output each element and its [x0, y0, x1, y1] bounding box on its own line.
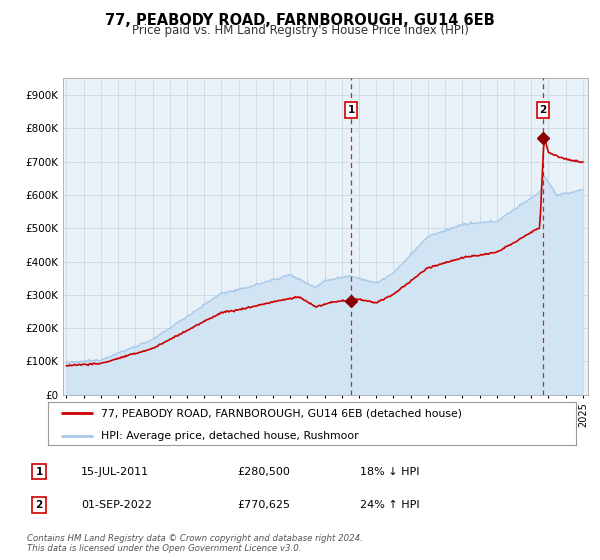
Text: 77, PEABODY ROAD, FARNBOROUGH, GU14 6EB (detached house): 77, PEABODY ROAD, FARNBOROUGH, GU14 6EB … — [101, 408, 462, 418]
Text: 1: 1 — [35, 466, 43, 477]
Text: Price paid vs. HM Land Registry's House Price Index (HPI): Price paid vs. HM Land Registry's House … — [131, 24, 469, 36]
Text: 15-JUL-2011: 15-JUL-2011 — [81, 466, 149, 477]
Text: 01-SEP-2022: 01-SEP-2022 — [81, 500, 152, 510]
Text: 2: 2 — [539, 105, 547, 115]
Text: HPI: Average price, detached house, Rushmoor: HPI: Average price, detached house, Rush… — [101, 431, 358, 441]
Text: 24% ↑ HPI: 24% ↑ HPI — [360, 500, 419, 510]
Text: Contains HM Land Registry data © Crown copyright and database right 2024.
This d: Contains HM Land Registry data © Crown c… — [27, 534, 363, 553]
Text: 2: 2 — [35, 500, 43, 510]
Text: £770,625: £770,625 — [237, 500, 290, 510]
Text: £280,500: £280,500 — [237, 466, 290, 477]
Text: 18% ↓ HPI: 18% ↓ HPI — [360, 466, 419, 477]
Text: 1: 1 — [347, 105, 355, 115]
Text: 77, PEABODY ROAD, FARNBOROUGH, GU14 6EB: 77, PEABODY ROAD, FARNBOROUGH, GU14 6EB — [105, 13, 495, 29]
